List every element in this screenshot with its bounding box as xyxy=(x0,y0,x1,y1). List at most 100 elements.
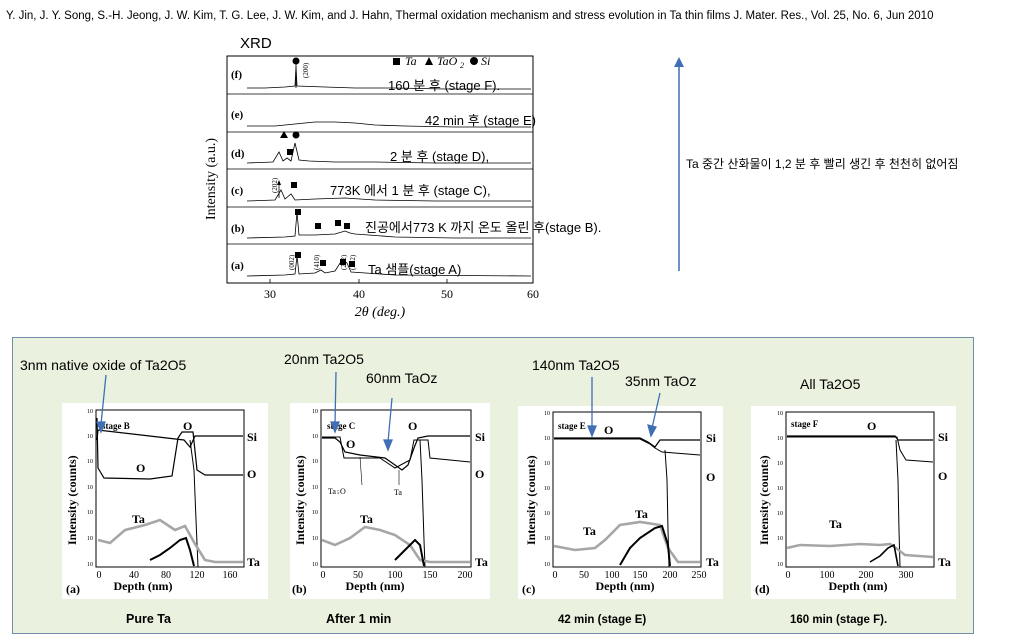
svg-text:300: 300 xyxy=(899,570,914,581)
ta-square-icon xyxy=(393,58,400,65)
xrd-traces xyxy=(246,65,532,277)
svg-text:Depth (nm): Depth (nm) xyxy=(596,579,655,593)
svg-text:Ta: Ta xyxy=(247,555,260,569)
sims-a-stage: stage B xyxy=(102,421,130,431)
svg-text:80: 80 xyxy=(161,570,171,581)
xrd-frame xyxy=(226,55,534,284)
svg-text:10: 10 xyxy=(87,510,93,516)
svg-text:10: 10 xyxy=(87,485,93,491)
svg-text:10: 10 xyxy=(544,461,550,467)
svg-text:Ta: Ta xyxy=(706,555,719,569)
svg-text:120: 120 xyxy=(190,570,205,581)
stage-c-note: 773K 에서 1 분 후 (stage C), xyxy=(330,183,491,198)
ta-202-label: (202) xyxy=(340,254,348,270)
annotation-arrows xyxy=(96,371,661,452)
svg-text:0: 0 xyxy=(553,570,558,581)
legend-taox-sub: 2 xyxy=(460,61,464,70)
sims-a-xlabel: Depth (nm) xyxy=(114,579,173,593)
svg-text:Depth (nm): Depth (nm) xyxy=(829,579,888,593)
taoz-35nm-label: 35nm TaOz xyxy=(625,373,697,389)
svg-text:160: 160 xyxy=(223,570,238,581)
svg-text:Intensity (counts): Intensity (counts) xyxy=(524,455,538,545)
svg-text:O: O xyxy=(183,419,192,433)
svg-text:10: 10 xyxy=(777,461,783,467)
svg-text:10: 10 xyxy=(312,536,318,542)
svg-text:10: 10 xyxy=(777,536,783,542)
svg-text:10: 10 xyxy=(544,411,550,417)
caption-after-1min: After 1 min xyxy=(326,612,392,626)
xrd-xtick-40: 40 xyxy=(353,287,365,301)
stage-b-note: 진공에서773 K 까지 온도 올린 후(stage B). xyxy=(365,220,602,235)
svg-text:10: 10 xyxy=(87,459,93,465)
svg-text:0: 0 xyxy=(786,570,791,581)
svg-text:O: O xyxy=(604,423,613,437)
svg-text:250: 250 xyxy=(692,570,707,581)
svg-text:Ta: Ta xyxy=(394,488,402,497)
time-arrow-icon xyxy=(674,57,684,271)
stage-d-note: 2 분 후 (stage D), xyxy=(390,149,490,164)
svg-text:10: 10 xyxy=(777,562,783,568)
svg-text:Ta: Ta xyxy=(938,555,951,569)
svg-text:10: 10 xyxy=(312,562,318,568)
caption-160min: 160 min (stage F). xyxy=(790,614,888,626)
svg-text:10: 10 xyxy=(312,459,318,465)
xrd-xtick-60: 60 xyxy=(527,287,539,301)
svg-text:Ta: Ta xyxy=(132,512,145,526)
xrd-panel-c: (c) xyxy=(231,185,244,197)
caption-42min: 42 min (stage E) xyxy=(558,614,647,626)
si-circle-icon xyxy=(470,57,478,65)
xrd-ylabel: Intensity (a.u.) xyxy=(204,138,219,220)
xrd-panel-a: (a) xyxy=(231,260,244,272)
all-ta2o5-label: All Ta2O5 xyxy=(800,376,861,392)
svg-text:0: 0 xyxy=(97,570,102,581)
svg-text:Ta: Ta xyxy=(583,524,596,538)
sims-plot-a: 10 10 10 10 10 10 10 0 40 80 120 160 Depth (nm) In… xyxy=(65,409,260,596)
legend-si: Si xyxy=(481,54,490,68)
taoz-60nm-label: 60nm TaOz xyxy=(366,370,438,386)
legend-taox: TaO xyxy=(437,54,458,68)
ta-410-label: (410) xyxy=(313,254,321,270)
xrd-panel-b: (b) xyxy=(231,223,245,235)
svg-text:50: 50 xyxy=(579,570,589,581)
svg-text:10: 10 xyxy=(777,411,783,417)
svg-text:5: 5 xyxy=(337,491,340,496)
legend-ta: Ta xyxy=(405,54,417,68)
ta2o5-20nm-label: 20nm Ta2O5 xyxy=(284,351,364,367)
ta-212-label: (212) xyxy=(349,254,357,270)
svg-text:O: O xyxy=(346,437,355,451)
svg-text:10: 10 xyxy=(312,485,318,491)
svg-text:O: O xyxy=(475,467,484,481)
ta2o5-140nm-label: 140nm Ta2O5 xyxy=(532,357,620,373)
svg-text:Intensity (counts): Intensity (counts) xyxy=(293,455,307,545)
svg-text:O: O xyxy=(706,470,715,484)
native-oxide-label: 3nm native oxide of Ta2O5 xyxy=(20,357,187,373)
sims-plot-b: 10 10 10 10 10 10 10 0 50 100 150 200 Depth (nm) I… xyxy=(292,409,488,596)
xrd-panel-d: (d) xyxy=(231,148,245,160)
citation: Y. Jin, J. Y. Song, S.-H. Jeong, J. W. K… xyxy=(6,10,934,22)
xrd-title: XRD xyxy=(240,35,272,52)
svg-text:Ta: Ta xyxy=(829,517,842,531)
xrd-legend: Ta TaO 2 Si xyxy=(393,54,490,70)
svg-text:40: 40 xyxy=(129,570,139,581)
stage-f-note: 160 분 후 (stage F). xyxy=(388,78,501,93)
svg-text:stage E: stage E xyxy=(558,421,586,431)
svg-text:100: 100 xyxy=(820,570,835,581)
svg-text:10: 10 xyxy=(87,434,93,440)
svg-text:10: 10 xyxy=(777,486,783,492)
oxidation-note: Ta 중간 산화물이 1,2 분 후 빨리 생긴 후 천천히 없어짐 xyxy=(686,157,959,171)
svg-text:Si: Si xyxy=(475,430,486,444)
stage-e-note: 42 min 후 (stage E) xyxy=(425,113,536,128)
si-200-label: (200) xyxy=(302,62,310,78)
svg-text:10: 10 xyxy=(87,409,93,415)
svg-text:50: 50 xyxy=(353,570,363,581)
svg-text:100: 100 xyxy=(388,570,403,581)
sims-plot-d: 10 10 10 10 10 10 10 0 100 200 300 Depth (nm) Int… xyxy=(755,411,951,596)
svg-text:O: O xyxy=(867,419,876,433)
svg-text:(b): (b) xyxy=(292,582,307,596)
svg-text:200: 200 xyxy=(663,570,678,581)
svg-text:Si: Si xyxy=(938,430,949,444)
svg-text:Ta: Ta xyxy=(475,555,488,569)
sims-plot-c: 10 10 10 10 10 10 10 0 50 100 150 200 250 Depth (nm… xyxy=(522,411,719,596)
svg-text:10: 10 xyxy=(777,511,783,517)
svg-text:10: 10 xyxy=(544,511,550,517)
